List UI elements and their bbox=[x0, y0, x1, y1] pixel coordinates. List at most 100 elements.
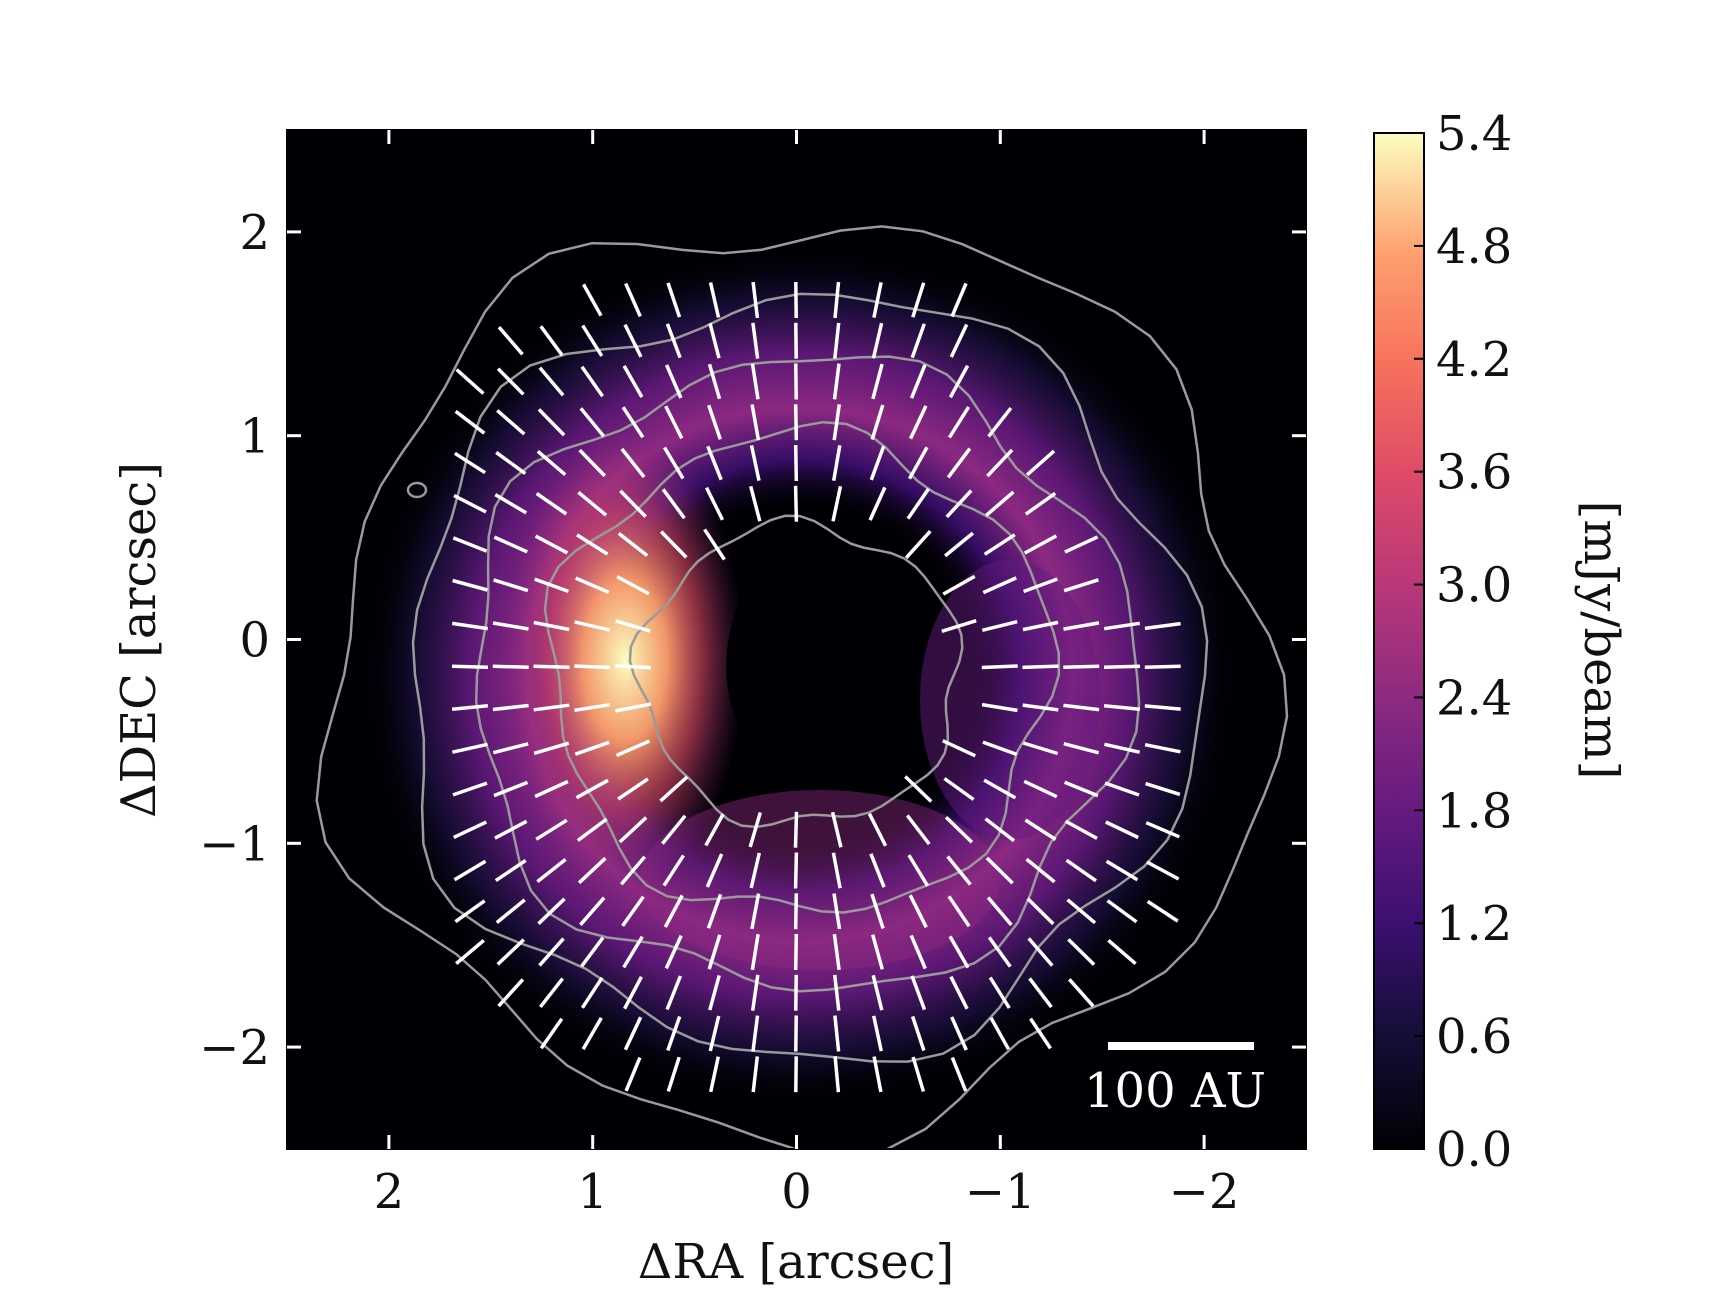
polarization-vector bbox=[909, 934, 927, 970]
polarization-vector bbox=[751, 281, 760, 319]
polarization-vector bbox=[614, 702, 652, 713]
polarization-vector bbox=[452, 820, 488, 839]
polarization-vector bbox=[987, 407, 1013, 438]
disk-emission-east bbox=[920, 560, 1100, 840]
polarization-vector bbox=[614, 664, 652, 670]
polarization-vector bbox=[452, 536, 488, 553]
polarization-vector bbox=[577, 856, 607, 885]
polarization-vector bbox=[1146, 899, 1179, 923]
polarization-vector bbox=[948, 935, 970, 969]
polarization-vector bbox=[832, 893, 842, 930]
polarization-vector bbox=[1063, 742, 1100, 755]
polarization-vector bbox=[751, 322, 760, 359]
polarization-vector bbox=[581, 283, 603, 317]
polarization-vector bbox=[534, 779, 569, 799]
polarization-vector bbox=[452, 781, 488, 797]
polarization-vector bbox=[1063, 664, 1100, 670]
polarization-vector bbox=[574, 620, 611, 632]
polarization-vector bbox=[1024, 818, 1057, 841]
polarization-vector bbox=[832, 363, 841, 400]
disk-emission-south bbox=[640, 790, 1000, 970]
polarization-vector bbox=[533, 620, 570, 632]
polarization-vector bbox=[576, 817, 608, 842]
polarization-vector bbox=[750, 363, 760, 400]
polarization-vector bbox=[492, 742, 529, 755]
polarization-vector bbox=[579, 407, 606, 438]
polarization-vector bbox=[983, 778, 1017, 800]
polarization-vector bbox=[1024, 491, 1057, 516]
polarization-vector bbox=[659, 530, 688, 559]
polarization-vector bbox=[793, 933, 799, 971]
polarization-vector bbox=[867, 812, 888, 847]
polarization-vector bbox=[578, 448, 607, 478]
polarization-vector bbox=[869, 445, 886, 481]
polarization-vector bbox=[535, 492, 568, 516]
polarization-vector bbox=[1065, 858, 1098, 883]
polarization-vector bbox=[871, 322, 884, 359]
polarization-vector bbox=[981, 664, 1018, 670]
polarization-vector bbox=[664, 405, 684, 440]
polarization-vector bbox=[453, 451, 487, 475]
polarization-vector bbox=[539, 325, 564, 357]
polarization-vector bbox=[707, 934, 722, 970]
polarization-vector bbox=[1025, 857, 1056, 884]
polarization-vector bbox=[909, 364, 927, 399]
polarization-vector bbox=[455, 368, 485, 395]
polarization-vector bbox=[495, 450, 527, 476]
polarization-vector bbox=[833, 1015, 841, 1052]
polarization-vector bbox=[1063, 780, 1099, 798]
polarization-vector bbox=[1104, 742, 1140, 754]
polarization-vector bbox=[1066, 898, 1097, 925]
polarization-vector bbox=[536, 858, 567, 883]
polarization-vector bbox=[1144, 704, 1181, 711]
polarization-vector bbox=[1144, 664, 1181, 669]
polarization-vector bbox=[1025, 449, 1056, 477]
polarization-vector bbox=[1023, 534, 1058, 555]
polarization-vector bbox=[949, 323, 969, 358]
polarization-vector bbox=[986, 448, 1014, 478]
polarization-vector bbox=[1145, 781, 1181, 797]
polarization-vector bbox=[793, 444, 799, 482]
polarization-vector bbox=[1107, 938, 1137, 966]
contour-line bbox=[315, 225, 1289, 1149]
polarization-vector bbox=[870, 404, 885, 441]
polarization-vector bbox=[664, 364, 683, 399]
polarization-vector bbox=[494, 493, 528, 515]
x-tick-label: 1 bbox=[577, 1164, 608, 1220]
polarization-vector bbox=[495, 898, 526, 924]
axis-ticks: 2 1 0 −1 −2 2 1 0 −1 −2 bbox=[199, 130, 1306, 1220]
polarization-vector bbox=[706, 445, 723, 481]
polarization-vector bbox=[1063, 578, 1099, 593]
y-axis-label: ΔDEC [arcsec] bbox=[111, 462, 167, 818]
polarization-vector bbox=[1106, 899, 1138, 924]
polarization-vector bbox=[533, 703, 570, 712]
polarization-vector bbox=[1022, 620, 1059, 632]
colorbar-tick-label: 0.6 bbox=[1436, 1009, 1512, 1065]
x-tick-label: −2 bbox=[1169, 1164, 1240, 1220]
polarization-vector bbox=[950, 282, 968, 318]
polarization-vector bbox=[662, 854, 685, 887]
polarization-vector bbox=[751, 1015, 760, 1052]
polarization-vector bbox=[1105, 820, 1139, 840]
polarization-vector bbox=[904, 530, 932, 559]
polarization-vector bbox=[749, 485, 762, 522]
polarization-vector bbox=[662, 446, 685, 480]
polarization-vector bbox=[830, 811, 843, 848]
polarization-vector bbox=[580, 936, 605, 968]
polarization-vector bbox=[704, 813, 725, 847]
polarization-vector bbox=[1063, 703, 1100, 712]
colorbar-tick-label: 0.0 bbox=[1436, 1122, 1512, 1178]
polarization-vector bbox=[870, 893, 885, 929]
contour-line bbox=[411, 292, 1209, 1063]
x-tick-label: 2 bbox=[374, 1164, 405, 1220]
polarization-vector bbox=[624, 282, 642, 318]
polarization-vector bbox=[1026, 897, 1055, 926]
polarization-vector bbox=[577, 490, 608, 517]
colorbar-tick-label: 4.8 bbox=[1436, 219, 1512, 275]
polarization-vector bbox=[1105, 859, 1139, 882]
polarization-vector bbox=[452, 742, 488, 754]
polarization-vector bbox=[946, 447, 972, 479]
polarization-vector bbox=[451, 621, 489, 631]
polarization-vector bbox=[982, 576, 1017, 595]
